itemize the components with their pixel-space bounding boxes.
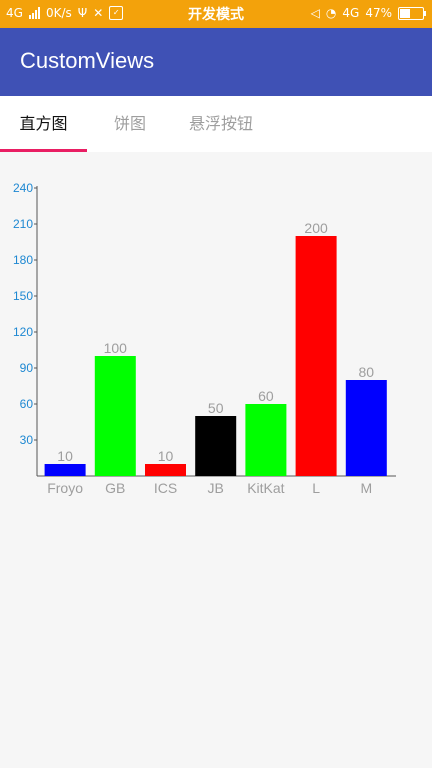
status-right: ◁ ◔ 4G 47%: [310, 6, 426, 20]
y-tick-label: 240: [13, 181, 33, 195]
bar-value-label: 80: [359, 364, 375, 380]
x-category-label: Froyo: [47, 480, 83, 496]
bar: [345, 380, 387, 476]
status-left: 4G 0K/s Ψ ✕ ✓: [6, 6, 124, 20]
app-title: CustomViews: [20, 48, 155, 73]
bar: [44, 464, 86, 476]
battery-percent: 47%: [365, 6, 392, 20]
bar-value-label: 60: [258, 388, 274, 404]
network-right-label: 4G: [342, 6, 360, 20]
signal-icon: [28, 7, 40, 19]
speed-label: 0K/s: [45, 6, 72, 20]
y-tick-label: 120: [13, 325, 33, 339]
y-tick-label: 60: [20, 397, 34, 411]
bar-value-label: 100: [104, 340, 128, 356]
x-category-label: M: [360, 480, 372, 496]
tab-histogram[interactable]: 直方图: [19, 114, 68, 133]
tab-indicator: [0, 149, 87, 152]
y-tick-label: 30: [20, 433, 34, 447]
usb-icon: Ψ: [77, 6, 88, 20]
x-category-label: GB: [105, 480, 125, 496]
bar: [245, 404, 287, 476]
tab-bar: 直方图 饼图 悬浮按钮: [0, 96, 432, 152]
debug-tools-icon: ✕: [93, 6, 104, 20]
histogram-chart: 30 60 90 120 150 180 210 240 10 Froyo 100 GB 10 ICS 50…: [13, 181, 396, 496]
x-category-label: L: [312, 480, 320, 496]
battery-icon: [398, 6, 426, 20]
x-category-label: KitKat: [247, 480, 284, 496]
battery-fill: [400, 8, 411, 18]
tab-pie-chart[interactable]: 饼图: [113, 114, 146, 133]
bar-value-label: 50: [208, 400, 224, 416]
alarm-icon: ◔: [325, 6, 337, 20]
bar: [94, 356, 136, 476]
bar: [145, 464, 186, 476]
notification-app-icon: ✓: [109, 6, 124, 20]
mute-icon: ◁: [310, 6, 320, 20]
x-category-label: ICS: [154, 480, 177, 496]
tab-floating-button[interactable]: 悬浮按钮: [188, 114, 253, 133]
bar-value-label: 10: [57, 448, 73, 464]
app-bar: CustomViews: [0, 28, 432, 96]
y-tick-label: 90: [20, 361, 34, 375]
bar-value-label: 200: [304, 220, 328, 236]
bar: [195, 416, 237, 476]
bar: [295, 236, 337, 476]
status-mode-text: 开发模式: [188, 7, 244, 23]
x-category-label: JB: [208, 480, 224, 496]
status-bar: 4G 0K/s Ψ ✕ ✓ 开发模式 ◁ ◔ 4G 47%: [0, 0, 432, 28]
y-tick-label: 180: [13, 253, 33, 267]
y-tick-label: 150: [13, 289, 33, 303]
network-label: 4G: [6, 6, 23, 20]
bar-value-label: 10: [158, 448, 174, 464]
y-tick-label: 210: [13, 217, 33, 231]
